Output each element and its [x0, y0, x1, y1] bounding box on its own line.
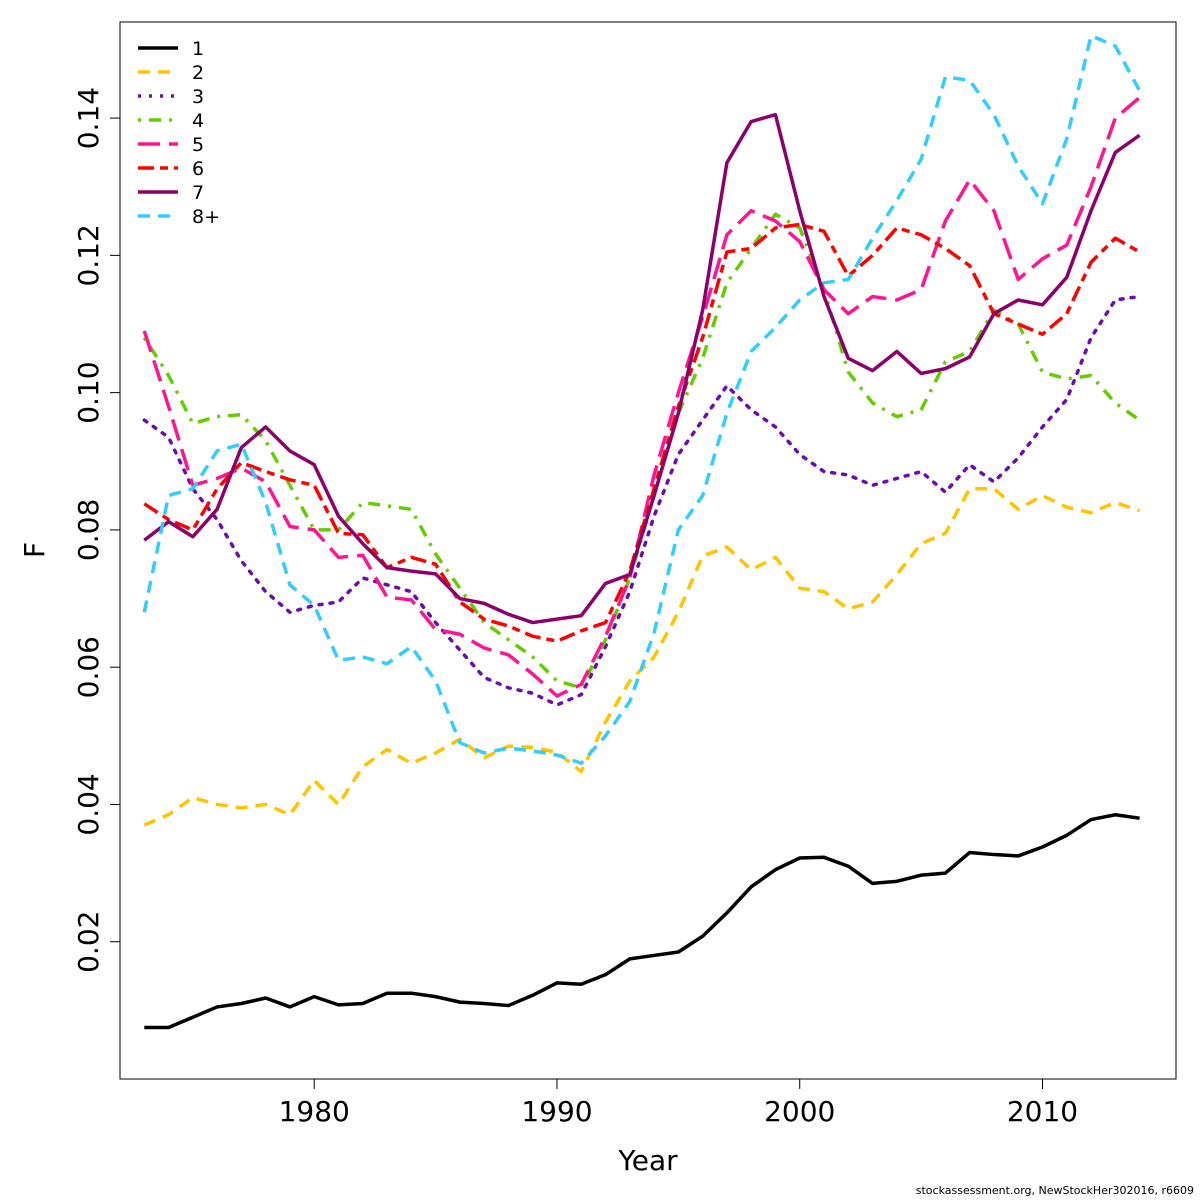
y-tick-label: 0.10 [72, 361, 105, 423]
series-line-8+ [142, 33, 1142, 766]
series-line-4 [142, 212, 1141, 690]
y-tick-label: 0.08 [72, 499, 105, 561]
legend-label: 2 [192, 62, 204, 84]
y-tick-label: 0.06 [72, 636, 105, 698]
legend-label: 3 [192, 86, 204, 108]
x-tick-label: 1990 [521, 1095, 592, 1128]
y-tick-label: 0.04 [72, 773, 105, 835]
x-axis: 1980 1990 2000 2010 [279, 1079, 1078, 1128]
x-tick-label: 1980 [279, 1095, 350, 1128]
series-line-3 [142, 294, 1142, 707]
legend-label: 4 [192, 110, 204, 132]
footer-text: stockassessment.org, NewStockHer302016, … [915, 1184, 1194, 1197]
x-tick-label: 2000 [764, 1095, 835, 1128]
y-axis-label: F [18, 542, 51, 558]
series-line-6 [143, 222, 1141, 643]
series-line-7 [143, 112, 1141, 625]
legend-label: 5 [192, 134, 204, 156]
series-line-5 [142, 96, 1141, 698]
y-axis: 0.02 0.04 0.06 0.08 0.10 0.12 0.14 [72, 87, 120, 973]
legend-label: 7 [192, 182, 204, 204]
y-tick-label: 0.14 [72, 87, 105, 149]
legend-label: 1 [192, 38, 204, 60]
series-lines [142, 33, 1142, 1030]
legend-label: 8+ [192, 206, 220, 228]
y-tick-label: 0.12 [72, 224, 105, 286]
series-line-1 [144, 813, 1140, 1030]
legend-label: 6 [192, 158, 204, 180]
x-tick-label: 2010 [1007, 1095, 1078, 1128]
plot-frame [119, 21, 1177, 1080]
x-axis-label: Year [617, 1144, 678, 1177]
y-tick-label: 0.02 [72, 911, 105, 973]
